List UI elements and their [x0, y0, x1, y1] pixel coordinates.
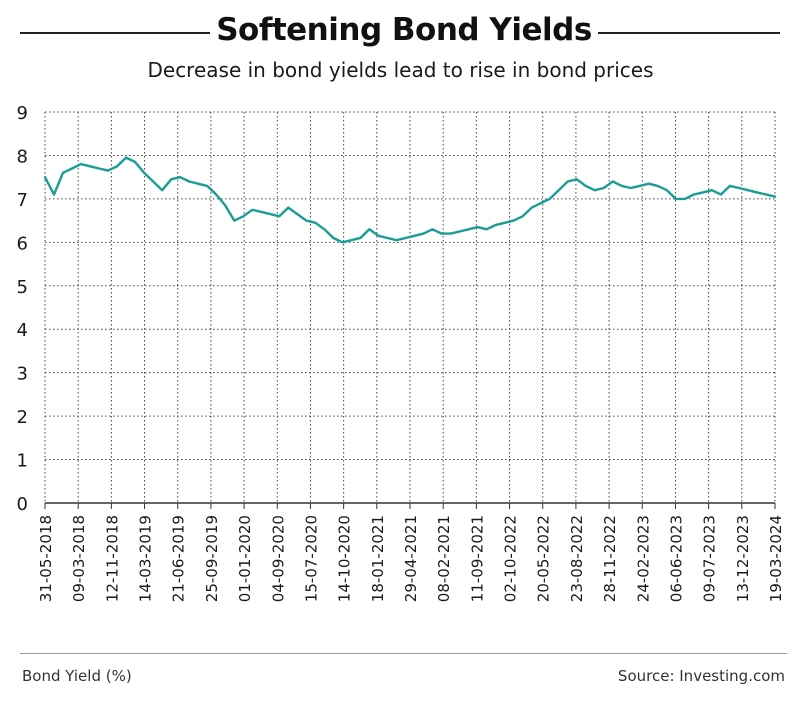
- y-tick-label: 1: [17, 451, 28, 472]
- x-tick-label: 15-07-2020: [302, 515, 320, 602]
- x-tick-label: 23-08-2022: [568, 515, 586, 602]
- x-tick-label: 11-09-2021: [468, 515, 486, 602]
- x-tick-label: 06-06-2023: [667, 515, 685, 602]
- chart-title: Softening Bond Yields: [216, 12, 592, 48]
- x-tick-label: 04-09-2020: [269, 515, 287, 602]
- y-tick-label: 3: [17, 364, 28, 385]
- x-tick-label: 12-11-2018: [103, 515, 121, 602]
- y-tick-label: 7: [17, 190, 28, 211]
- y-tick-label: 0: [17, 494, 28, 515]
- x-tick-label: 24-02-2023: [634, 515, 652, 602]
- title-rule-left: [20, 32, 210, 34]
- x-tick-label: 09-07-2023: [701, 515, 719, 602]
- y-tick-label: 8: [17, 146, 28, 167]
- title-rule-right: [598, 32, 780, 34]
- x-tick-label: 21-06-2019: [170, 515, 188, 602]
- x-tick-label: 14-10-2020: [336, 515, 354, 602]
- y-tick-label: 6: [17, 233, 28, 254]
- x-tick-label: 09-03-2018: [70, 515, 88, 602]
- title-row: Softening Bond Yields: [0, 8, 801, 58]
- x-tick-label: 29-04-2021: [402, 515, 420, 602]
- chart-subtitle: Decrease in bond yields lead to rise in …: [147, 58, 654, 82]
- bond-yield-chart: 0 1 2 3 4 5 6 7 8 9 31-05-2018 09-03-2018 12-11-2018…: [17, 103, 785, 602]
- y-tick-label: 4: [17, 320, 28, 341]
- x-tick-label: 18-01-2021: [369, 515, 387, 602]
- footer-y-label: Bond Yield (%): [22, 667, 132, 685]
- x-tick-label: 31-05-2018: [37, 515, 55, 602]
- footer-source: Source: Investing.com: [617, 667, 785, 685]
- x-tick-label: 01-01-2020: [236, 515, 254, 602]
- y-tick-label: 9: [17, 103, 28, 124]
- x-tick-label: 13-12-2023: [734, 515, 752, 602]
- x-tick-label: 08-02-2021: [435, 515, 453, 602]
- x-tick-label: 20-05-2022: [535, 515, 553, 602]
- x-tick-label: 25-09-2019: [203, 515, 221, 602]
- footer-divider: [20, 653, 787, 654]
- y-tick-label: 2: [17, 407, 28, 428]
- y-tick-label: 5: [17, 277, 28, 298]
- x-tick-label: 14-03-2019: [137, 515, 155, 602]
- x-tick-label: 02-10-2022: [502, 515, 520, 602]
- x-tick-label: 19-03-2024: [767, 515, 785, 602]
- x-tick-label: 28-11-2022: [601, 515, 619, 602]
- bond-yield-series-line: [43, 156, 777, 244]
